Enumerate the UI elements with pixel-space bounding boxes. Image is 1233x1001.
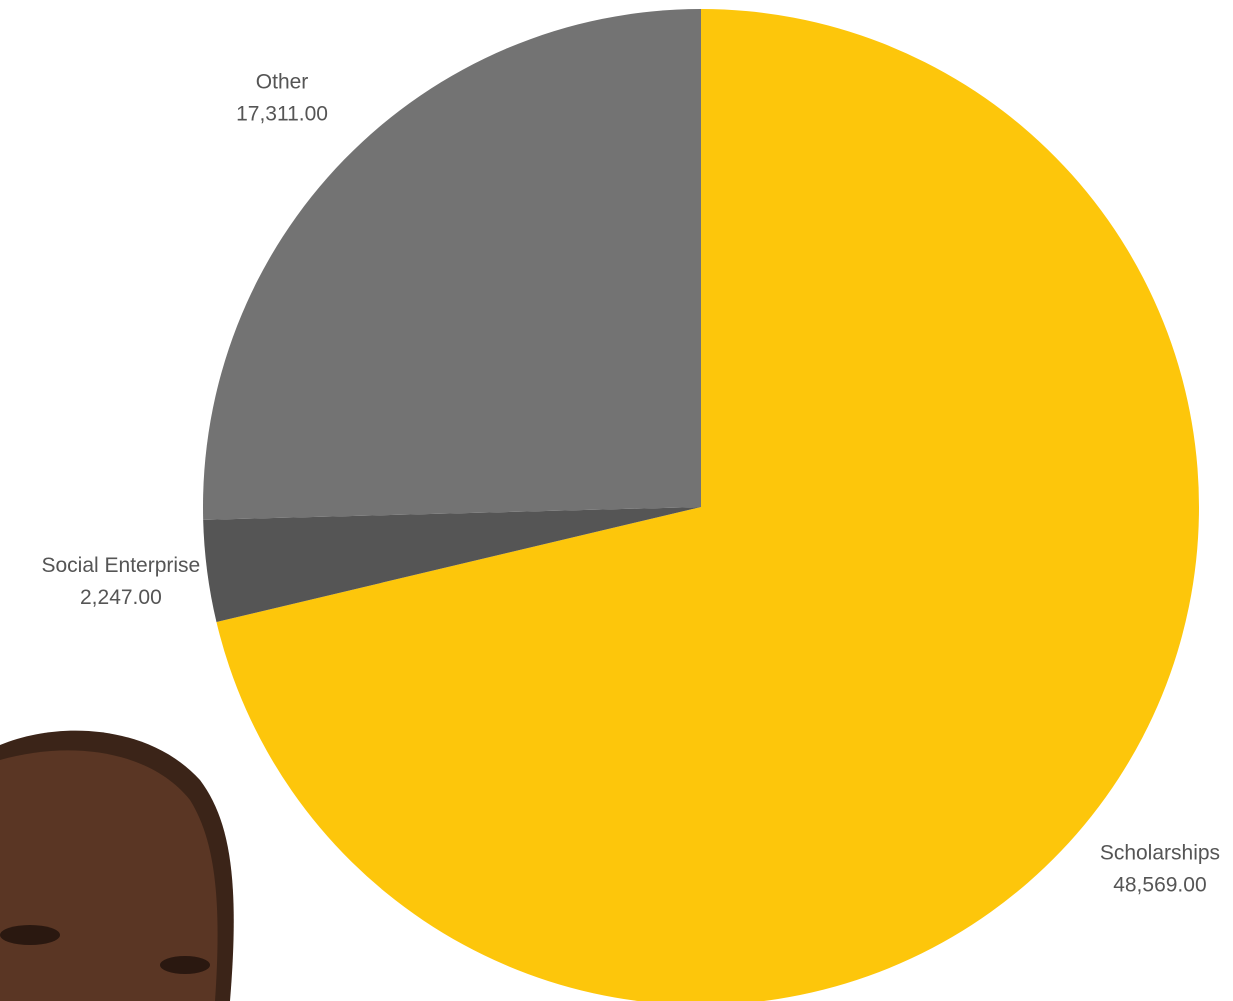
pie-slice bbox=[216, 9, 1199, 1001]
slice-label: Social Enterprise bbox=[42, 554, 201, 577]
value-label: 17,311.00 bbox=[236, 102, 328, 125]
slice-label: Other bbox=[256, 70, 309, 93]
pie-slice bbox=[202, 9, 701, 520]
photo bbox=[0, 730, 234, 1001]
value-label: 48,569.00 bbox=[1113, 873, 1206, 896]
slice-label: Scholarships bbox=[1100, 841, 1220, 864]
value-label: 2,247.00 bbox=[80, 586, 162, 609]
pie-slice bbox=[203, 507, 701, 622]
